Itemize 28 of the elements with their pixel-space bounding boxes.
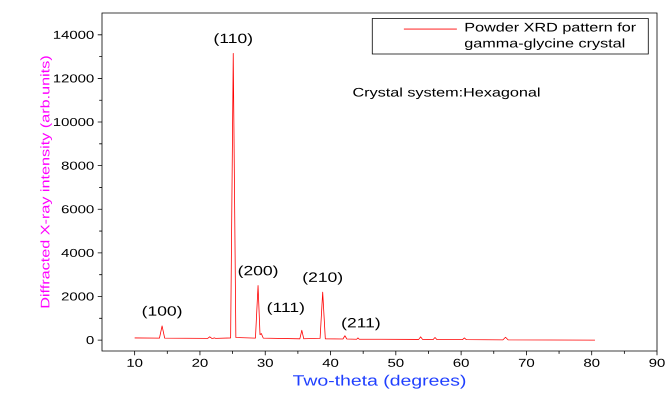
legend-label: Powder XRD pattern for gamma-glycine crystal — [464, 22, 636, 50]
x-tick-label: 50 — [388, 358, 404, 367]
x-tick-label: 30 — [258, 358, 273, 367]
y-tick-label: 6000 — [62, 205, 94, 214]
annotation: (211) — [342, 318, 380, 330]
x-axis-title: Two-theta (degrees) — [293, 374, 466, 389]
y-axis-title: Diffracted X-ray intensity (arb.units) — [40, 56, 52, 308]
annotation: (210) — [303, 272, 342, 285]
y-tick-label: 4000 — [61, 248, 94, 257]
annotation: (110) — [214, 33, 252, 46]
annotation: (111) — [268, 302, 304, 315]
y-tick-label: 12000 — [54, 74, 94, 82]
annotation: (100) — [142, 306, 182, 318]
line-series — [134, 52, 596, 340]
x-tick-label: 10 — [128, 358, 142, 367]
y-tick-label: 14000 — [54, 30, 94, 39]
x-tick-label: 60 — [454, 358, 469, 367]
x-tick-label: 70 — [518, 358, 534, 367]
x-tick-label: 20 — [192, 358, 208, 367]
annotation: (200) — [238, 266, 278, 278]
x-tick-label: 40 — [322, 358, 338, 367]
y-tick-label: 8000 — [62, 162, 94, 170]
annotation: Crystal system:Hexagonal — [353, 87, 540, 100]
x-tick-label: 80 — [584, 358, 600, 367]
x-tick-label: 90 — [649, 358, 665, 367]
y-tick-label: 2000 — [62, 292, 94, 301]
y-tick-label: 0 — [86, 336, 94, 344]
y-tick-label: 10000 — [54, 118, 94, 126]
